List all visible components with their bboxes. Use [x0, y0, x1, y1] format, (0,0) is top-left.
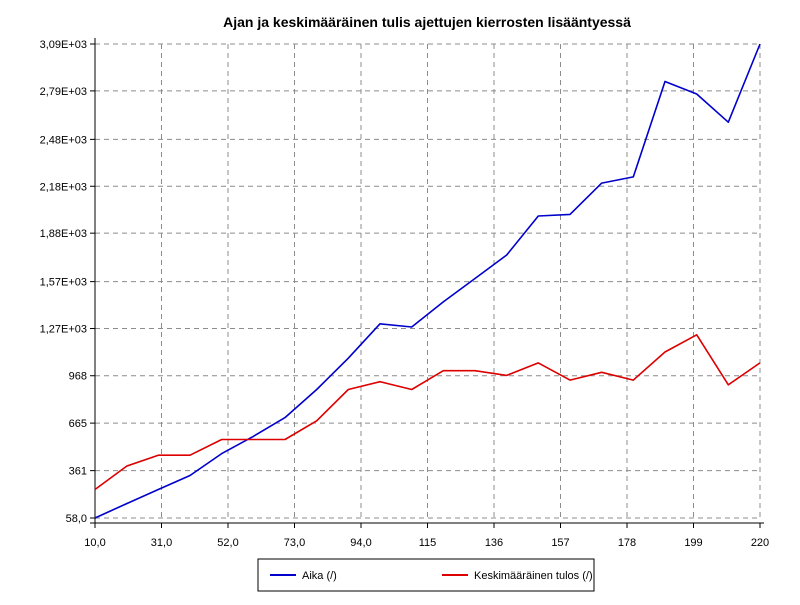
x-tick-label: 52,0: [217, 537, 238, 549]
chart-title: Ajan ja keskimääräinen tulis ajettujen k…: [223, 14, 631, 30]
y-tick-label: 3,09E+03: [40, 39, 87, 51]
legend: Aika (/) Keskimääräinen tulos (/): [257, 558, 595, 592]
grid: [94, 43, 761, 519]
legend-box: [257, 558, 595, 592]
x-tick-label: 136: [485, 537, 503, 549]
x-tick-label: 157: [551, 537, 569, 549]
y-tick-label: 968: [69, 371, 87, 383]
legend-label-2: Keskimääräinen tulos (/): [474, 570, 593, 582]
series-lines: [94, 43, 761, 519]
x-tick-label: 199: [684, 537, 702, 549]
y-axis-ticks: 58,0 361 665 968 1,27E+03 1,57E+03 1,88E+03 2,1…: [40, 39, 95, 525]
y-tick-label: 1,57E+03: [40, 277, 87, 289]
x-tick-label: 178: [618, 537, 636, 549]
y-tick-label: 361: [69, 466, 87, 478]
y-tick-label: 665: [69, 418, 87, 430]
y-tick-label: 2,79E+03: [40, 86, 87, 98]
x-tick-label: 115: [419, 537, 437, 549]
y-tick-label: 2,18E+03: [40, 181, 87, 193]
series-line-1: [94, 43, 761, 519]
y-tick-label: 58,0: [66, 513, 87, 525]
y-tick-label: 2,48E+03: [40, 134, 87, 146]
x-tick-label: 31,0: [151, 537, 172, 549]
legend-label-1: Aika (/): [302, 570, 337, 582]
y-tick-label: 1,88E+03: [40, 228, 87, 240]
x-axis-ticks: 10,0 31,0 52,0 73,0 94,0 115 136 157 178 199 220: [84, 523, 769, 549]
series-line-2: [94, 333, 761, 491]
x-tick-label: 94,0: [350, 537, 371, 549]
x-tick-label: 10,0: [84, 537, 105, 549]
x-tick-label: 220: [751, 537, 769, 549]
y-tick-label: 1,27E+03: [40, 324, 87, 336]
x-tick-label: 73,0: [284, 537, 305, 549]
